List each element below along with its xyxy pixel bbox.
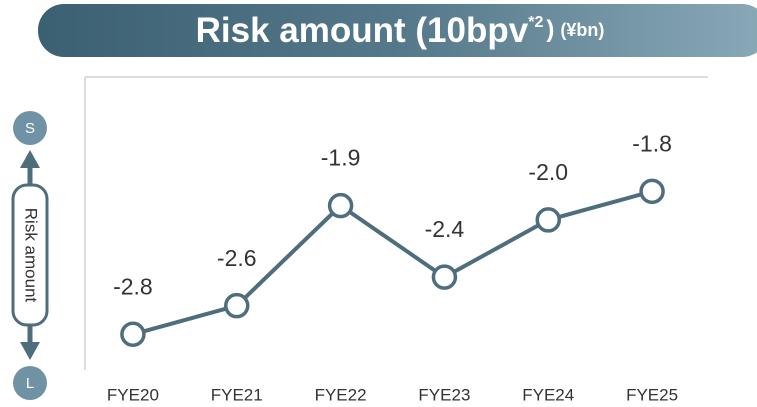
axis-bottom-badge — [13, 366, 47, 400]
axis-label-box — [11, 183, 49, 327]
data-label: -1.9 — [321, 145, 361, 171]
marker — [431, 264, 458, 290]
data-label: -2.4 — [425, 216, 465, 242]
title-banner — [38, 4, 757, 57]
marker — [327, 192, 354, 219]
data-label: -2.8 — [113, 273, 153, 299]
title-close: ) — [546, 16, 554, 43]
x-tick-label: FYE21 — [211, 385, 263, 404]
x-tick-label: FYE22 — [315, 385, 367, 404]
data-label: -1.8 — [632, 130, 672, 156]
axis-label: Risk amount — [22, 208, 41, 303]
axis-top-badge — [13, 111, 47, 145]
arrow-head-down — [20, 342, 40, 360]
axis-top-label: S — [25, 120, 35, 137]
marker — [224, 292, 250, 319]
marker — [120, 321, 146, 348]
title-main: Risk amount (10bpv — [196, 11, 529, 50]
axis-bottom-label: L — [26, 375, 34, 392]
x-tick-label: FYE25 — [626, 385, 678, 404]
chart-title: Risk amount (10bpv*2) (¥bn) — [196, 11, 605, 50]
title-unit: (¥bn) — [560, 20, 604, 40]
marker — [639, 178, 665, 205]
title-superscript: *2 — [528, 14, 543, 31]
data-label: -2.6 — [217, 245, 257, 271]
arrow-head-up — [20, 150, 40, 168]
line — [132, 189, 653, 337]
x-tick-label: FYE23 — [418, 385, 470, 404]
x-tick-label: FYE20 — [107, 385, 159, 404]
data-label: -2.0 — [528, 159, 568, 185]
marker — [535, 207, 561, 233]
x-tick-label: FYE24 — [522, 385, 574, 404]
